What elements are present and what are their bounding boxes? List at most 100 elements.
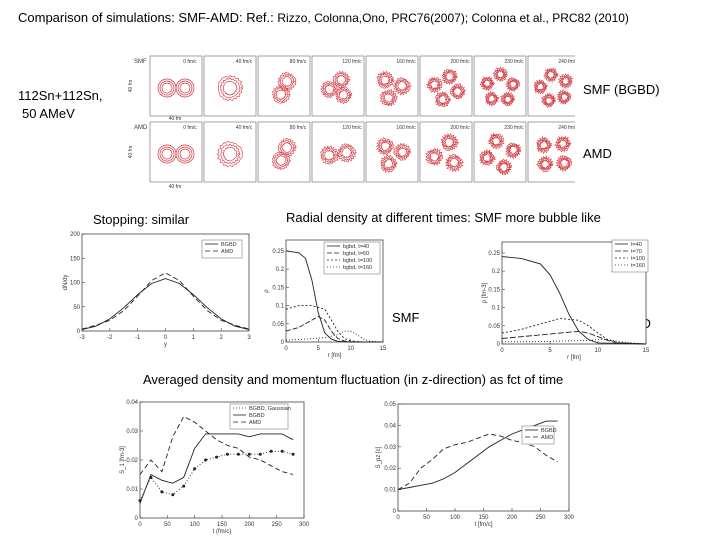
density-contour — [396, 146, 408, 158]
x-tick-label: 150 — [478, 515, 489, 521]
density-contour — [441, 135, 457, 150]
density-contour — [438, 94, 448, 105]
density-contour — [334, 73, 349, 88]
x-tick-label: 100 — [190, 522, 201, 528]
data-point — [269, 449, 273, 453]
legend-box — [521, 425, 555, 445]
ref-label: Ref.: — [246, 10, 274, 25]
snapshot-time-label: 160 fm/c — [396, 59, 416, 65]
snapshot-frame — [203, 121, 257, 183]
x-tick-label: 0 — [396, 515, 400, 521]
axis-label-x-amd: 40 fm — [169, 184, 182, 190]
legend-box — [611, 239, 649, 273]
snapshot-frame — [203, 55, 257, 117]
density-contour — [321, 147, 337, 163]
density-contour — [542, 95, 556, 107]
density-contour — [446, 154, 462, 170]
nucleus-contour — [161, 82, 173, 94]
chart-radial-smf: 0 5 10 15 0 0.05 0.1 0.15 0.2 0.25 r [fm] ρ bgbd, t=… — [264, 239, 387, 359]
snapshot-panel-smf-7: 240 fm/c — [527, 55, 575, 117]
y-tick-label: 0 — [393, 509, 397, 515]
snapshot-time-label: 120 fm/c — [342, 125, 362, 131]
density-contour — [480, 77, 494, 90]
density-contour — [546, 70, 556, 80]
y-tick-label: 0.02 — [384, 466, 396, 472]
density-contour — [489, 133, 503, 148]
snapshot-time-label: 80 fm/c — [290, 59, 307, 65]
x-axis-label: r [fm] — [567, 355, 581, 361]
x-axis-label: t [fm/c] — [475, 522, 493, 528]
nucleus-contour — [175, 78, 195, 98]
density-contour — [543, 67, 560, 83]
snapshot-panel-amd-1: 40 fm/c — [203, 121, 257, 183]
density-contour — [335, 86, 353, 105]
data-point — [204, 458, 208, 462]
snapshot-frame — [527, 121, 575, 183]
snapshot-panel-smf-1: 40 fm/c — [203, 55, 257, 117]
x-tick-label: 15 — [643, 348, 650, 354]
density-contour — [441, 69, 458, 85]
y-tick-label: 0.03 — [126, 429, 138, 435]
density-contour — [560, 76, 571, 86]
x-tick-label: -1 — [135, 335, 141, 341]
density-contour — [383, 92, 395, 103]
density-contour — [424, 148, 444, 166]
density-contour — [479, 149, 497, 166]
y-axis-label: S_pz [c] — [376, 446, 382, 468]
snapshot-time-label: 240 fm/c — [558, 125, 575, 131]
nucleus-contour — [177, 80, 193, 96]
legend-box — [201, 239, 243, 259]
density-contour — [444, 137, 456, 149]
row-tag-smf: SMF — [134, 59, 147, 65]
legend-label: bgbd, t=100 — [343, 258, 372, 264]
x-tick-label: 250 — [272, 522, 283, 528]
legend-box — [323, 241, 381, 275]
density-contour — [539, 158, 550, 170]
density-contour — [276, 89, 288, 101]
density-contour — [440, 133, 460, 151]
system-label-line1: 112Sn+112Sn, — [18, 88, 103, 103]
smf-bgbd-label: SMF (BGBD) — [583, 82, 660, 97]
density-contour — [505, 142, 522, 160]
y-tick-label: 0.25 — [488, 251, 500, 257]
density-contour — [324, 149, 336, 161]
series-line-1 — [285, 315, 383, 343]
density-contour — [449, 157, 461, 169]
density-contour — [558, 157, 570, 168]
series-line-0 — [81, 278, 250, 330]
stopping-caption: Stopping: similar — [93, 212, 190, 227]
snapshot-panel-amd-3: 120 fm/c — [311, 121, 365, 183]
y-tick-label: 0.15 — [272, 285, 284, 291]
density-contour — [482, 152, 493, 164]
snapshot-panel-amd-4: 160 fm/c — [365, 121, 419, 183]
nucleus-contour — [177, 146, 193, 162]
density-contour — [379, 140, 391, 152]
density-contour — [429, 79, 440, 90]
legend-label: AMD — [221, 249, 233, 255]
x-tick-label: 0 — [284, 346, 288, 352]
data-point — [182, 484, 186, 488]
y-tick-label: 0.04 — [126, 400, 138, 406]
series-line-1 — [397, 433, 558, 490]
density-contour — [377, 73, 392, 88]
density-contour — [557, 138, 569, 149]
density-contour — [485, 91, 498, 105]
y-tick-label: 50 — [73, 305, 80, 311]
density-contour — [220, 143, 241, 165]
density-contour — [444, 71, 454, 82]
snapshot-panel-amd-2: 80 fm/c — [257, 121, 311, 183]
density-contour — [558, 156, 572, 170]
y-tick-label: 100 — [70, 281, 81, 287]
legend-label: t=100 — [631, 256, 645, 262]
x-axis-label: r [fm] — [328, 353, 342, 359]
legend-label: AMD — [249, 420, 261, 426]
y-tick-label: 150 — [70, 256, 81, 262]
legend-label: BGBD — [221, 242, 237, 248]
x-tick-label: 15 — [380, 346, 387, 352]
density-contour — [376, 70, 395, 89]
x-tick-label: 300 — [299, 522, 310, 528]
density-contour — [444, 153, 465, 173]
snapshot-time-label: 240 fm/c — [558, 59, 575, 65]
